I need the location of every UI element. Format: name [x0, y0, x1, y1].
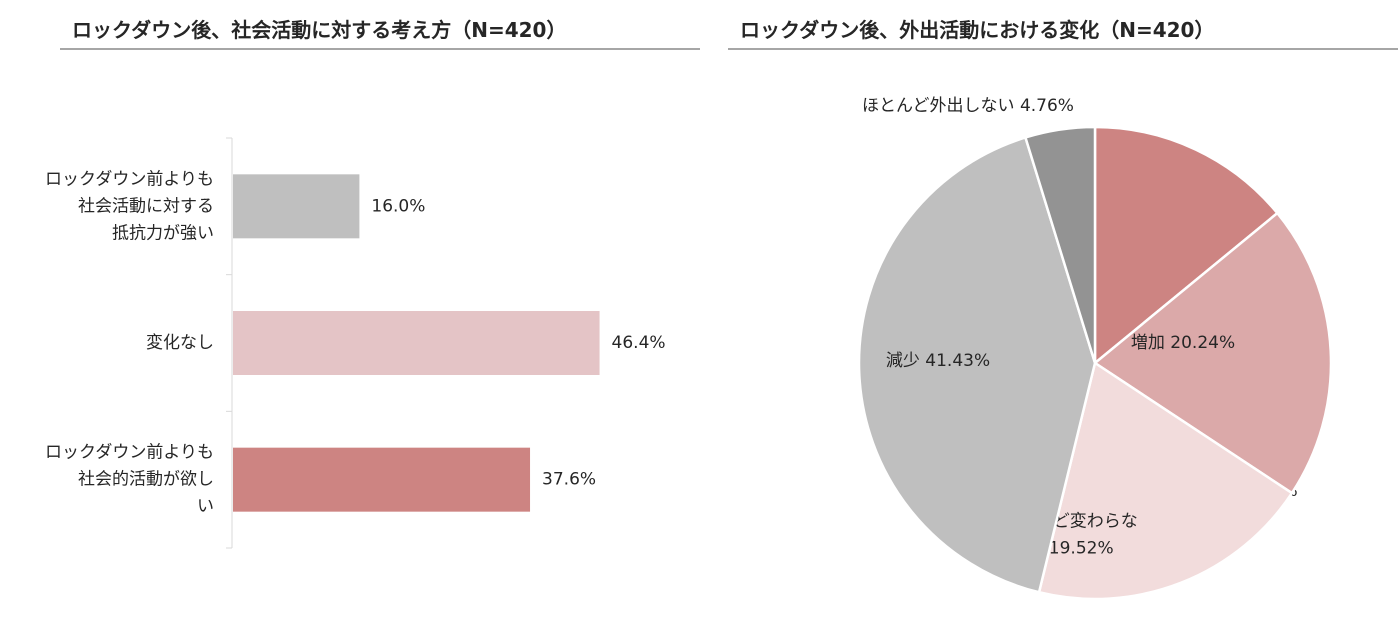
pie-slice-label: 減少 41.43%	[886, 351, 990, 371]
bar	[233, 311, 600, 375]
pie-slice	[1093, 211, 1333, 495]
pie-slice-label: 増加 20.24%	[1131, 333, 1235, 353]
bar-chart: 16.0% ロックダウン前よりも社会活動に対する抵抗力が強い 46.4% 変化なし 37…	[45, 137, 666, 549]
left-title-underline	[60, 48, 700, 50]
bar-value-label: 37.6%	[542, 470, 596, 490]
bar	[233, 174, 360, 239]
bar	[233, 447, 531, 512]
left-chart-title: ロックダウン後、社会活動に対する考え方（N=420）	[72, 18, 567, 42]
pie-slice	[857, 136, 1097, 594]
pie-slice	[1024, 125, 1097, 365]
right-chart-title: ロックダウン後、外出活動における変化（N=420）	[740, 18, 1215, 42]
pie-chart: 大幅に増加 14.05%増加 20.24%ほとんど変わらない 19.52%減少 …	[857, 96, 1333, 601]
pie-slice	[1093, 125, 1279, 365]
bar-value-label: 16.0%	[371, 196, 425, 216]
right-title-underline	[728, 48, 1398, 50]
pie-slice-label: ほとんど外出しない 4.76%	[862, 96, 1074, 116]
pie-slice	[1037, 361, 1294, 601]
bar-category-label: ロックダウン前よりも社会的活動が欲しい	[45, 443, 214, 517]
bar-value-label: 46.4%	[612, 333, 666, 353]
bar-category-label: ロックダウン前よりも社会活動に対する抵抗力が強い	[45, 169, 214, 243]
left-chart-panel: ロックダウン後、社会活動に対する考え方（N=420） 16.0% ロックダウン前よ…	[45, 18, 700, 549]
right-chart-panel: ロックダウン後、外出活動における変化（N=420） 大幅に増加 14.05%増加…	[720, 0, 1398, 640]
bar-category-label: 変化なし	[146, 333, 214, 353]
